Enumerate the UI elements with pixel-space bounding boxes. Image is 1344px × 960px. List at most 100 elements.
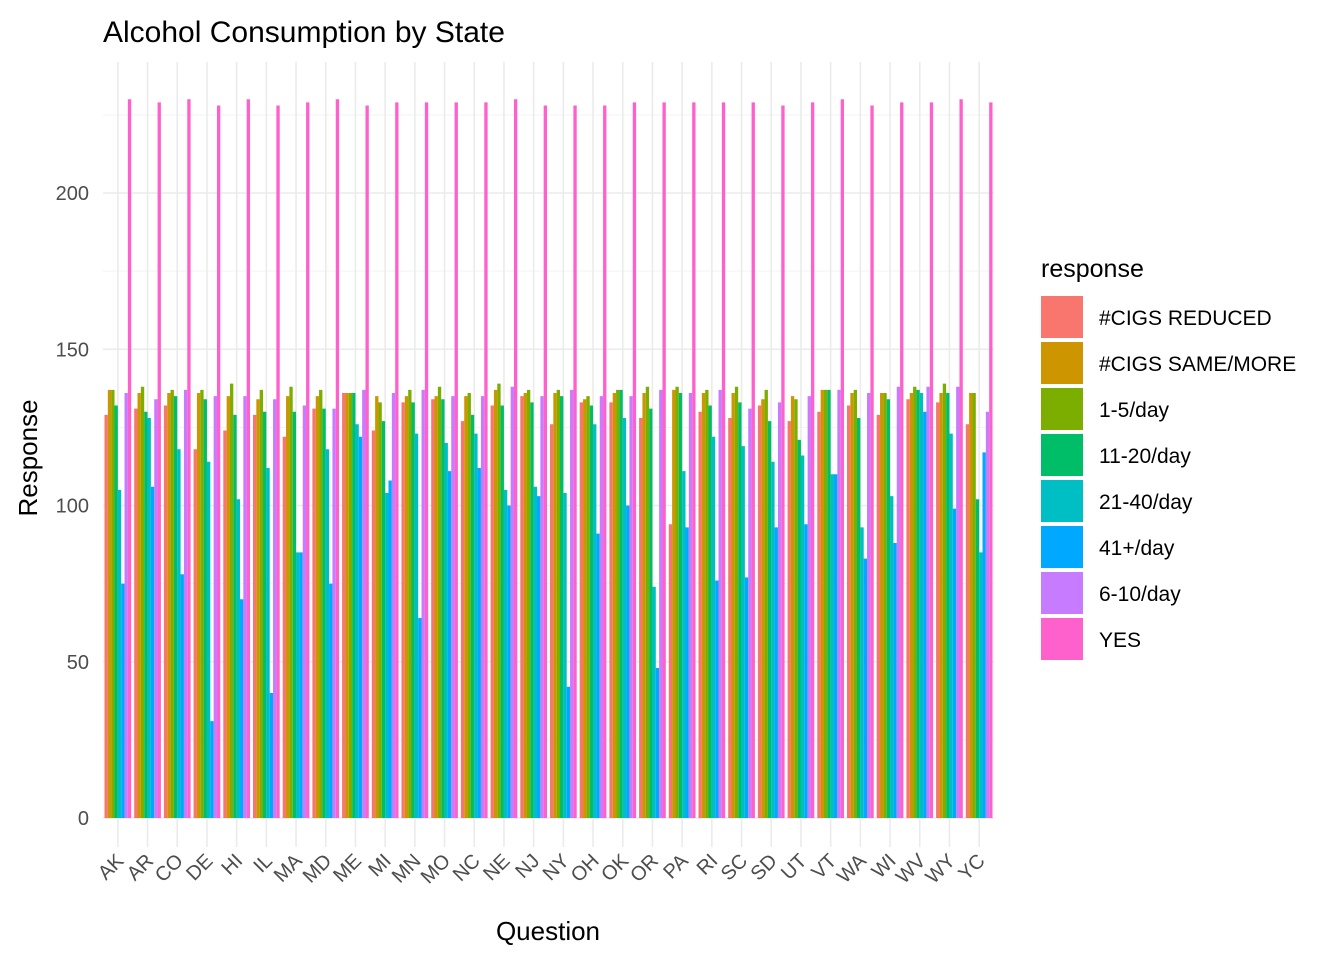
bar-oh-7: OH / YES: 228 xyxy=(603,105,607,818)
bar-co-3: CO / 11-20/day: 135 xyxy=(173,396,178,818)
bar-wi-7: WI / YES: 229 xyxy=(900,102,904,818)
bar-or-5: OR / 41+/day: 48 xyxy=(655,668,660,818)
bar-nj-5: NJ / 41+/day: 103 xyxy=(536,496,541,818)
bar-mn-5: MN / 41+/day: 64 xyxy=(418,618,422,818)
bar-wa-0: WA / #CIGS REDUCED: 132 xyxy=(846,405,851,818)
legend-label-2: 1-5/day xyxy=(1099,399,1170,422)
bar-mo-3: MO / 11-20/day: 134 xyxy=(441,399,445,818)
bar-md-1: MD / #CIGS SAME/MORE: 135 xyxy=(315,396,320,818)
bar-wy-6: WY / 6-10/day: 138 xyxy=(956,386,960,818)
bar-wv-7: WV / YES: 229 xyxy=(929,102,934,818)
bar-mn-4: MN / 21-40/day: 123 xyxy=(414,433,419,818)
bar-mi-1: MI / #CIGS SAME/MORE: 135 xyxy=(375,396,379,818)
bar-mo-5: MO / 41+/day: 111 xyxy=(447,471,452,818)
x-tick-label-mi: MI xyxy=(364,850,395,881)
bar-ri-4: RI / 21-40/day: 122 xyxy=(711,436,716,818)
bar-mo-0: MO / #CIGS REDUCED: 134 xyxy=(431,399,435,818)
legend-swatch-7 xyxy=(1041,618,1083,660)
bar-or-2: OR / 1-5/day: 138 xyxy=(645,386,650,818)
bar-nj-6: NJ / 6-10/day: 135 xyxy=(540,396,544,818)
legend-label-7: YES xyxy=(1099,629,1141,652)
bar-me-1: ME / #CIGS SAME/MORE: 136 xyxy=(345,393,349,818)
bar-ak-4: AK / 21-40/day: 105 xyxy=(117,489,122,818)
bar-hi-5: HI / 41+/day: 70 xyxy=(239,599,244,818)
bar-de-4: DE / 21-40/day: 114 xyxy=(206,461,211,818)
bar-me-6: ME / 6-10/day: 137 xyxy=(362,389,366,818)
bar-mo-4: MO / 21-40/day: 120 xyxy=(444,443,448,818)
bar-il-1: IL / #CIGS SAME/MORE: 134 xyxy=(256,399,260,818)
bar-wy-2: WY / 1-5/day: 139 xyxy=(942,383,947,818)
bar-il-4: IL / 21-40/day: 112 xyxy=(266,468,270,818)
bar-nc-0: NC / #CIGS REDUCED: 127 xyxy=(460,421,465,818)
bar-ma-2: MA / 1-5/day: 138 xyxy=(289,386,293,818)
bar-wy-1: WY / #CIGS SAME/MORE: 136 xyxy=(939,393,943,818)
bar-me-0: ME / #CIGS REDUCED: 136 xyxy=(342,393,346,818)
legend-label-4: 21-40/day xyxy=(1099,491,1193,514)
legend-swatch-1 xyxy=(1041,342,1083,384)
bar-ar-0: AR / #CIGS REDUCED: 131 xyxy=(134,408,138,818)
x-axis-title: Question xyxy=(496,916,600,946)
bar-ny-4: NY / 21-40/day: 104 xyxy=(563,493,567,818)
bar-il-7: IL / YES: 228 xyxy=(276,105,280,818)
bar-yc-5: YC / 41+/day: 117 xyxy=(982,452,986,818)
x-tick-label-me: ME xyxy=(329,850,366,887)
bar-mn-1: MN / #CIGS SAME/MORE: 135 xyxy=(404,396,409,818)
x-tick-label-nj: NJ xyxy=(511,850,544,883)
bar-wa-7: WA / YES: 228 xyxy=(870,105,874,818)
bar-ny-2: NY / 1-5/day: 137 xyxy=(556,389,561,818)
bars: AK / #CIGS REDUCED: 129AK / #CIGS SAME/M… xyxy=(104,99,993,818)
legend-swatch-5 xyxy=(1041,526,1083,568)
bar-pa-2: PA / 1-5/day: 138 xyxy=(675,386,679,818)
bar-ut-2: UT / 1-5/day: 134 xyxy=(794,399,798,818)
bar-sd-1: SD / #CIGS SAME/MORE: 134 xyxy=(761,399,765,818)
x-tick-label-de: DE xyxy=(182,850,217,885)
bar-wv-0: WV / #CIGS REDUCED: 134 xyxy=(906,399,910,818)
x-tick-label-wi: WI xyxy=(868,850,901,883)
bar-md-4: MD / 21-40/day: 118 xyxy=(325,449,330,818)
bar-ar-1: AR / #CIGS SAME/MORE: 136 xyxy=(137,393,141,818)
bar-ny-3: NY / 11-20/day: 135 xyxy=(560,396,564,818)
bar-sc-0: SC / #CIGS REDUCED: 128 xyxy=(728,418,732,818)
bar-sc-6: SC / 6-10/day: 131 xyxy=(748,408,752,818)
bar-ok-5: OK / 41+/day: 100 xyxy=(626,505,630,818)
bar-ri-3: RI / 11-20/day: 132 xyxy=(708,405,712,818)
bar-ne-3: NE / 11-20/day: 132 xyxy=(500,405,504,818)
x-tick-label-sd: SD xyxy=(747,850,782,885)
bar-wa-1: WA / #CIGS SAME/MORE: 136 xyxy=(850,393,854,818)
bar-wy-3: WY / 11-20/day: 136 xyxy=(946,393,950,818)
bar-md-5: MD / 41+/day: 75 xyxy=(329,583,333,818)
bar-ak-3: AK / 11-20/day: 132 xyxy=(114,405,118,818)
bar-hi-2: HI / 1-5/day: 139 xyxy=(229,383,234,818)
bar-nc-4: NC / 21-40/day: 123 xyxy=(474,433,478,818)
bar-mo-7: MO / YES: 229 xyxy=(454,102,458,818)
bar-nc-7: NC / YES: 229 xyxy=(484,102,488,818)
bar-wi-5: WI / 41+/day: 88 xyxy=(893,543,897,818)
bar-ak-7: AK / YES: 230 xyxy=(127,99,132,818)
bar-ar-6: AR / 6-10/day: 134 xyxy=(154,399,158,818)
bar-ny-1: NY / #CIGS SAME/MORE: 136 xyxy=(553,393,557,818)
bar-wy-7: WY / YES: 230 xyxy=(959,99,963,818)
bar-or-0: OR / #CIGS REDUCED: 128 xyxy=(639,418,643,818)
bar-vt-4: VT / 21-40/day: 110 xyxy=(830,474,834,818)
bar-hi-0: HI / #CIGS REDUCED: 124 xyxy=(223,430,227,818)
bar-vt-6: VT / 6-10/day: 137 xyxy=(837,389,841,818)
bar-ok-7: OK / YES: 229 xyxy=(632,102,637,818)
bar-co-2: CO / 1-5/day: 137 xyxy=(170,389,174,818)
bar-or-7: OR / YES: 229 xyxy=(662,102,666,818)
bar-wy-4: WY / 21-40/day: 123 xyxy=(949,433,953,818)
bar-ak-1: AK / #CIGS SAME/MORE: 137 xyxy=(107,389,112,818)
legend-swatch-0 xyxy=(1041,296,1083,338)
bar-yc-3: YC / 11-20/day: 102 xyxy=(975,499,980,818)
bar-sd-5: SD / 41+/day: 93 xyxy=(774,527,778,818)
y-axis-ticks: 0 50 100 150 200 xyxy=(56,183,89,830)
bar-wv-4: WV / 21-40/day: 136 xyxy=(919,393,924,818)
bar-wa-6: WA / 6-10/day: 136 xyxy=(867,393,871,818)
bar-ma-7: MA / YES: 229 xyxy=(306,102,310,818)
bar-nj-3: NJ / 11-20/day: 133 xyxy=(530,402,534,818)
bar-nj-1: NJ / #CIGS SAME/MORE: 136 xyxy=(523,393,527,818)
bar-ne-6: NE / 6-10/day: 138 xyxy=(510,386,514,818)
bar-sd-0: SD / #CIGS REDUCED: 132 xyxy=(757,405,762,818)
bar-pa-4: PA / 21-40/day: 111 xyxy=(682,471,686,818)
bar-ri-5: RI / 41+/day: 76 xyxy=(715,580,719,818)
bar-hi-6: HI / 6-10/day: 135 xyxy=(243,396,247,818)
